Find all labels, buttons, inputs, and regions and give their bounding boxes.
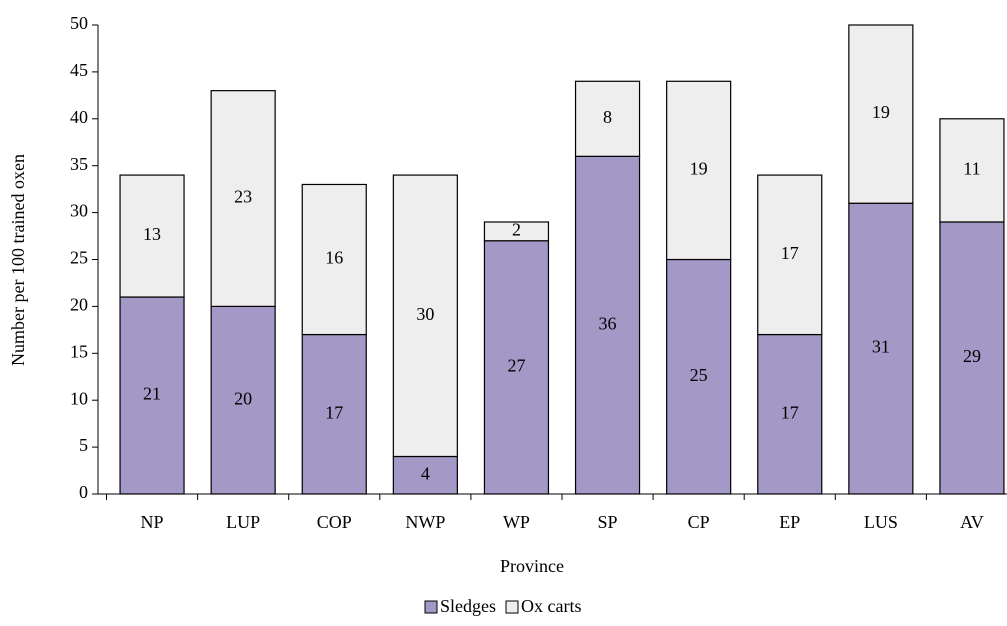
bar-segment	[666, 80, 732, 261]
data-label: 2	[512, 219, 521, 239]
x-tick-label: SP	[598, 512, 618, 532]
bar-segment	[483, 240, 550, 495]
bar-segment	[301, 183, 367, 336]
y-tick-label: 50	[70, 13, 88, 33]
bar-segment	[666, 258, 732, 495]
bar-segment	[848, 24, 914, 204]
legend-label: Sledges	[440, 596, 496, 616]
y-tick-label: 40	[70, 107, 88, 127]
data-label: 19	[872, 102, 890, 122]
x-tick-label: LUS	[864, 512, 898, 532]
bar-segment	[392, 455, 458, 495]
y-tick-label: 20	[70, 295, 88, 315]
x-tick-label: EP	[779, 512, 800, 532]
y-tick-label: 15	[70, 341, 88, 361]
data-label: 17	[781, 243, 799, 263]
x-tick-label: LUP	[226, 512, 260, 532]
data-label: 29	[963, 346, 981, 366]
legend-swatch	[424, 600, 438, 614]
data-label: 4	[421, 463, 430, 483]
data-label: 27	[507, 355, 525, 375]
bar-segment	[574, 80, 641, 157]
bar-segment	[119, 174, 185, 298]
bar-segment	[939, 221, 1005, 495]
x-tick-label: NWP	[405, 512, 445, 532]
bar-segment	[757, 333, 823, 495]
data-label: 30	[416, 304, 434, 324]
data-label: 20	[234, 388, 252, 408]
bar-segment	[574, 155, 641, 495]
y-tick-label: 25	[70, 248, 88, 268]
x-axis-label: Province	[500, 556, 564, 576]
bar-segment	[483, 221, 550, 242]
y-tick-label: 35	[70, 154, 88, 174]
bar-segment	[119, 296, 185, 495]
data-label: 13	[143, 224, 161, 244]
legend-swatch	[505, 600, 519, 614]
data-label: 11	[963, 159, 980, 179]
bar-segment	[210, 90, 276, 308]
x-tick-label: NP	[141, 512, 164, 532]
data-label: 21	[143, 384, 161, 404]
y-axis-label: Number per 100 trained oxen	[8, 154, 28, 366]
data-label: 8	[603, 107, 612, 127]
data-label: 23	[234, 187, 252, 207]
data-label: 36	[599, 313, 617, 333]
data-label: 31	[872, 337, 890, 357]
x-tick-label: CP	[688, 512, 710, 532]
x-tick-label: COP	[317, 512, 352, 532]
y-tick-label: 0	[79, 482, 88, 502]
legend-label: Ox carts	[521, 596, 581, 616]
y-tick-label: 30	[70, 201, 88, 221]
data-label: 19	[690, 159, 708, 179]
data-label: 16	[325, 248, 343, 268]
bar-segment	[301, 333, 367, 495]
bar-segment	[392, 174, 458, 458]
x-tick-label: WP	[503, 512, 530, 532]
bar-segment	[757, 174, 823, 336]
bar-segment	[848, 202, 914, 495]
y-tick-label: 5	[79, 435, 88, 455]
data-label: 17	[781, 402, 799, 422]
y-tick-label: 45	[70, 60, 88, 80]
x-tick-label: AV	[960, 512, 984, 532]
y-tick-label: 10	[70, 388, 88, 408]
bar-segment	[939, 118, 1005, 223]
data-label: 17	[325, 402, 343, 422]
data-label: 25	[690, 365, 708, 385]
